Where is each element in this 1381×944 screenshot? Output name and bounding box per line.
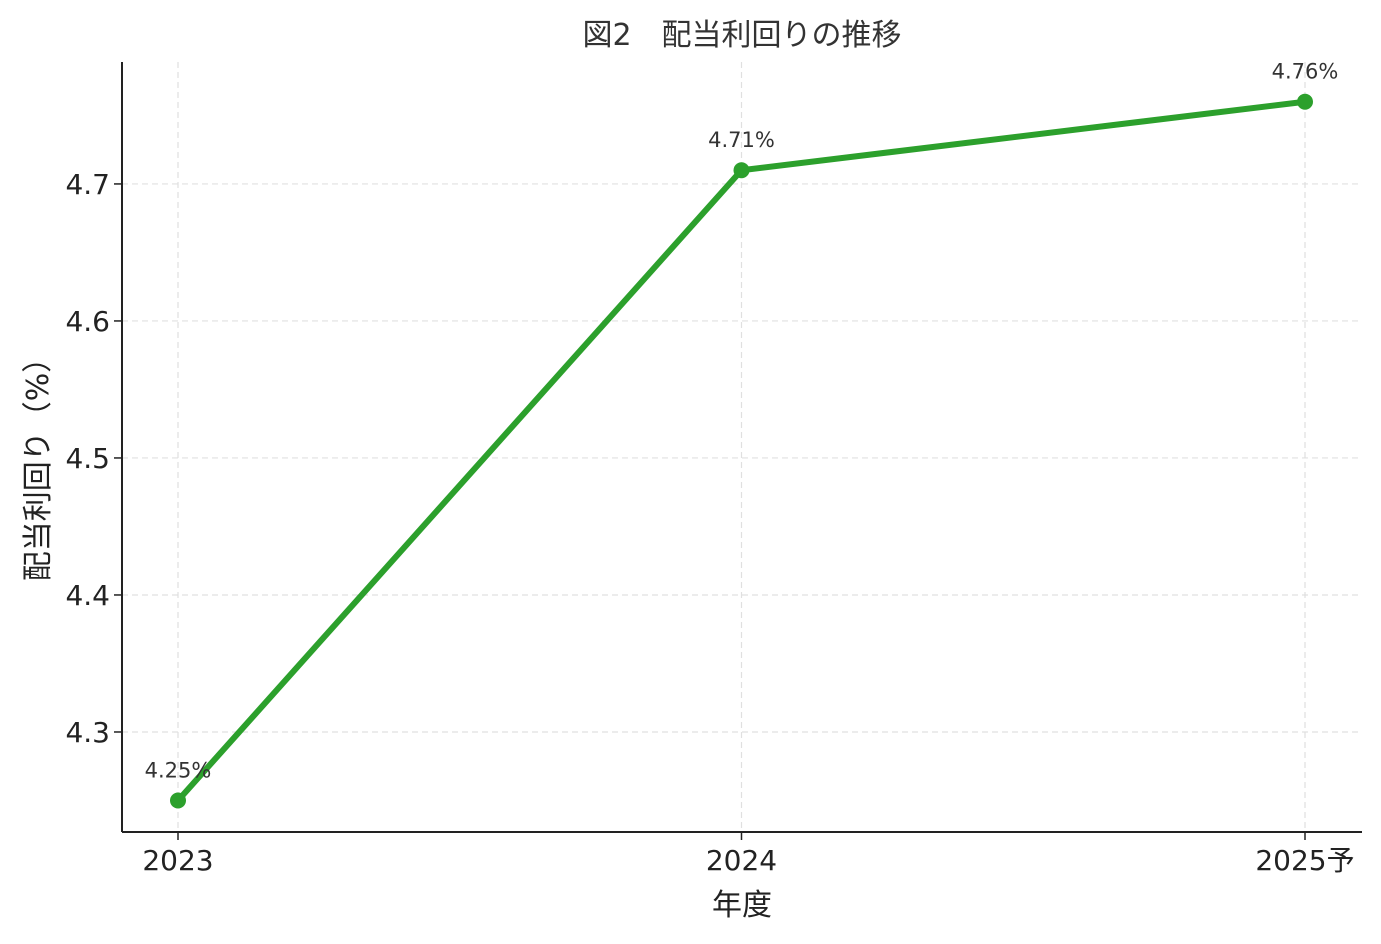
x-axis-label: 年度 [712, 888, 772, 923]
y-tick-label: 4.6 [65, 305, 110, 338]
x-tick-label: 2024 [706, 844, 777, 877]
chart-title: 図2 配当利回りの推移 [582, 18, 901, 53]
data-label: 4.76% [1272, 60, 1339, 84]
data-point [1297, 93, 1313, 110]
grid [122, 62, 1362, 832]
data-label: 4.25% [145, 758, 212, 782]
data-point [170, 792, 186, 809]
y-tick-label: 4.3 [65, 716, 110, 749]
x-axis-ticks: 2023 2024 2025予 [142, 832, 1355, 877]
y-tick-label: 4.4 [65, 579, 110, 612]
data-point [733, 162, 750, 179]
y-axis-ticks: 4.3 4.4 4.5 4.6 4.7 [65, 168, 122, 749]
y-axis-label: 配当利回り（%） [21, 343, 56, 582]
x-tick-label: 2025予 [1255, 844, 1354, 877]
x-tick-label: 2023 [142, 844, 213, 877]
series-layer [170, 93, 1313, 809]
y-tick-label: 4.7 [65, 168, 110, 201]
y-tick-label: 4.5 [65, 442, 110, 475]
data-labels: 4.25% 4.71% 4.76% [145, 60, 1339, 783]
data-label: 4.71% [708, 128, 775, 152]
